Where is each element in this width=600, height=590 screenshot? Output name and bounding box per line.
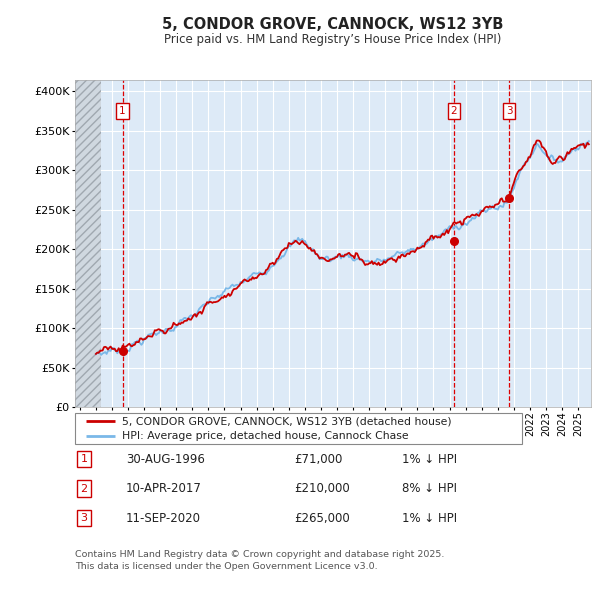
- Text: 3: 3: [80, 513, 88, 523]
- Text: 1% ↓ HPI: 1% ↓ HPI: [402, 512, 457, 525]
- Text: 2: 2: [80, 484, 88, 493]
- Text: £71,000: £71,000: [294, 453, 343, 466]
- Text: Contains HM Land Registry data © Crown copyright and database right 2025.
This d: Contains HM Land Registry data © Crown c…: [75, 550, 445, 571]
- Text: HPI: Average price, detached house, Cannock Chase: HPI: Average price, detached house, Cann…: [122, 431, 409, 441]
- Text: 10-APR-2017: 10-APR-2017: [126, 482, 202, 495]
- Text: Price paid vs. HM Land Registry’s House Price Index (HPI): Price paid vs. HM Land Registry’s House …: [164, 33, 502, 46]
- Text: 1% ↓ HPI: 1% ↓ HPI: [402, 453, 457, 466]
- Text: £210,000: £210,000: [294, 482, 350, 495]
- Text: 3: 3: [506, 106, 512, 116]
- Text: 1: 1: [119, 106, 126, 116]
- Text: 11-SEP-2020: 11-SEP-2020: [126, 512, 201, 525]
- FancyBboxPatch shape: [75, 413, 522, 444]
- Text: 8% ↓ HPI: 8% ↓ HPI: [402, 482, 457, 495]
- Text: 30-AUG-1996: 30-AUG-1996: [126, 453, 205, 466]
- Text: 5, CONDOR GROVE, CANNOCK, WS12 3YB (detached house): 5, CONDOR GROVE, CANNOCK, WS12 3YB (deta…: [122, 417, 452, 427]
- Text: 1: 1: [80, 454, 88, 464]
- Text: 2: 2: [451, 106, 457, 116]
- Text: 5, CONDOR GROVE, CANNOCK, WS12 3YB: 5, CONDOR GROVE, CANNOCK, WS12 3YB: [163, 17, 503, 32]
- Bar: [75, 80, 101, 407]
- Text: £265,000: £265,000: [294, 512, 350, 525]
